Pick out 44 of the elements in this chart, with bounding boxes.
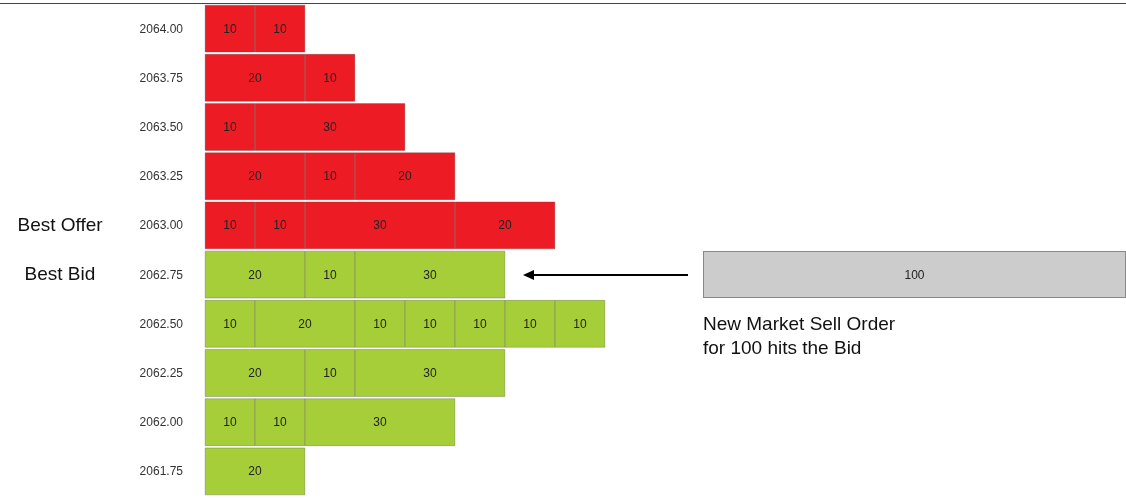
y-tick-label: 2064.00 — [139, 21, 184, 36]
y-tick-label: 2063.25 — [139, 169, 184, 184]
data-label: 30 — [423, 267, 437, 282]
y-tick-label: 2062.50 — [139, 316, 184, 331]
y-tick-label: 2062.25 — [139, 366, 184, 380]
text: Best Offer — [17, 212, 103, 237]
data-label: 10 — [323, 70, 337, 85]
data-label: 10 — [223, 120, 237, 134]
data-label: 10 — [223, 21, 237, 36]
data-label: 10 — [273, 218, 287, 233]
data-label: 10 — [223, 415, 237, 430]
data-label: 10 — [523, 316, 537, 331]
data-label: 10 — [573, 316, 587, 331]
data-label: 10 — [423, 316, 437, 331]
y-tick-label: 2063.75 — [139, 70, 184, 85]
data-label: 30 — [373, 415, 387, 430]
data-label: 10 — [323, 169, 337, 184]
y-tick-label: 2061.75 — [139, 464, 184, 479]
data-label: 30 — [323, 120, 337, 134]
y-tick-label: 2062.00 — [139, 415, 184, 430]
data-label: 10 — [223, 218, 237, 233]
data-label: 20 — [248, 267, 262, 282]
data-label: 20 — [398, 169, 412, 184]
data-label: 10 — [273, 415, 287, 430]
data-label: 20 — [298, 316, 312, 331]
data-label: 10 — [473, 316, 487, 331]
text: Best Bid — [24, 262, 96, 287]
data-label: 30 — [373, 218, 387, 233]
data-label: 20 — [248, 70, 262, 85]
y-tick-label: 2063.00 — [139, 218, 184, 233]
data-label: 20 — [248, 169, 262, 184]
data-label: 10 — [373, 316, 387, 331]
data-label: 20 — [498, 218, 512, 233]
order-box: 100 — [703, 250, 1126, 299]
y-tick-label: 2063.50 — [139, 120, 184, 134]
data-label: 20 — [248, 366, 262, 380]
data-label: 10 — [223, 316, 237, 331]
data-label: 10 — [323, 267, 337, 282]
data-label: 10 — [273, 21, 287, 36]
data-label: 10 — [323, 366, 337, 380]
text: New Market Sell Order for 100 hits the Bid — [703, 311, 896, 361]
y-tick-label: 2062.75 — [139, 267, 184, 282]
data-label: 20 — [248, 464, 262, 479]
data-label: 30 — [423, 366, 437, 380]
